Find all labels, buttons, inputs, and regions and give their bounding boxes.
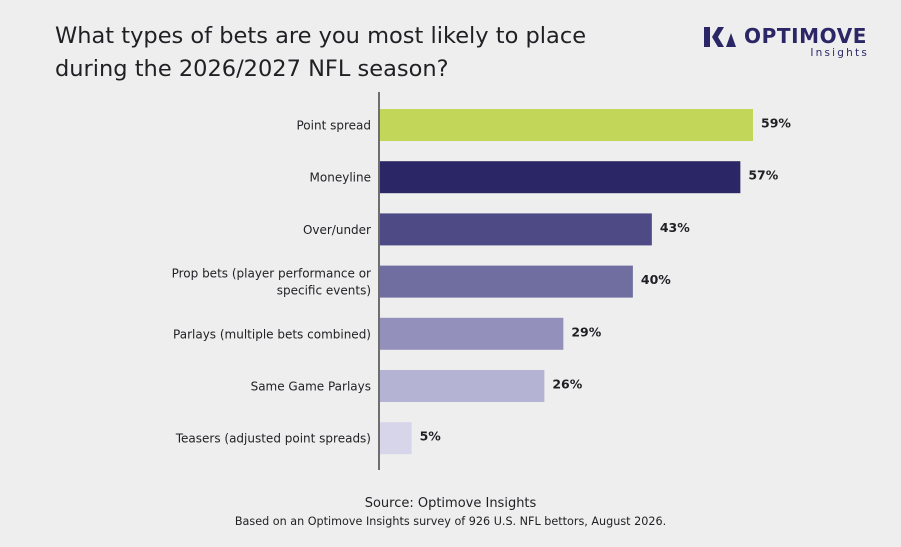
- category-label-3-line-0: Prop bets (player performance or: [172, 267, 371, 281]
- logo-brand-text: OPTIMOVE: [744, 24, 868, 48]
- category-label-5: Same Game Parlays: [251, 380, 371, 394]
- bar-6: [380, 422, 412, 455]
- bar-1: [380, 161, 741, 194]
- optimove-logo: OPTIMOVE Insights: [704, 24, 869, 64]
- value-label-0: 59%: [761, 116, 791, 131]
- bar-4: [380, 317, 564, 350]
- survey-note: Based on an Optimove Insights survey of …: [234, 515, 667, 528]
- source-text: Source: Optimove Insights: [364, 496, 537, 511]
- value-label-3: 40%: [641, 272, 671, 287]
- category-label-3-line-1: specific events): [277, 284, 371, 298]
- bar-0: [380, 109, 753, 141]
- category-label-1: Moneyline: [310, 171, 371, 185]
- category-label-4: Parlays (multiple bets combined): [173, 327, 371, 341]
- logo-sub-text: Insights: [810, 47, 869, 59]
- chart-title: What types of bets are you most likely t…: [55, 20, 655, 86]
- category-label-2: Over/under: [303, 223, 371, 237]
- value-label-2: 43%: [660, 220, 690, 235]
- value-label-4: 29%: [571, 324, 601, 339]
- bar-3: [380, 265, 633, 298]
- chart-title-line-1: What types of bets are you most likely t…: [55, 23, 587, 49]
- value-label-5: 26%: [552, 377, 582, 392]
- category-label-0: Point spread: [296, 119, 371, 133]
- value-label-6: 5%: [420, 429, 442, 444]
- bar-5: [380, 370, 545, 402]
- chart-title-line-2: during the 2026/2027 NFL season?: [55, 56, 449, 82]
- optimove-logo-icon: [704, 27, 736, 47]
- value-label-1: 57%: [748, 168, 778, 183]
- category-label-6: Teasers (adjusted point spreads): [175, 432, 371, 446]
- bar-2: [380, 213, 652, 246]
